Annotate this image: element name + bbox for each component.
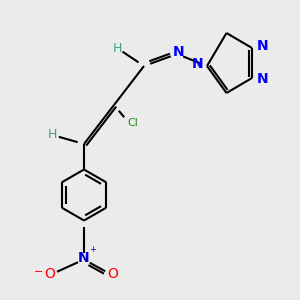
Text: N: N	[78, 251, 90, 265]
Text: O: O	[107, 268, 118, 281]
Text: Cl: Cl	[127, 118, 138, 128]
Text: N: N	[173, 46, 184, 59]
Text: H: H	[112, 41, 122, 55]
Text: +: +	[89, 245, 96, 254]
Text: H: H	[48, 128, 57, 142]
Text: N: N	[256, 40, 268, 53]
Text: N: N	[192, 58, 203, 71]
Text: N: N	[256, 73, 268, 86]
Text: −: −	[34, 266, 44, 277]
Text: O: O	[44, 268, 55, 281]
